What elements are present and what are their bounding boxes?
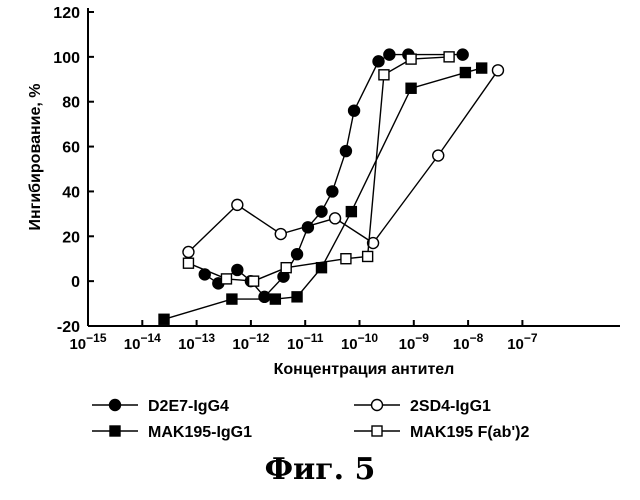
legend-item-d2e7-igg4: D2E7-IgG4: [92, 398, 229, 415]
y-tick-label: -20: [57, 319, 80, 336]
chart: -2002040608010012010−1510−1410−1310−1210…: [0, 0, 640, 500]
data-point-mak195-igg1: [292, 292, 302, 302]
data-point-mak195-f-ab-2: [363, 251, 373, 261]
series-mak195-igg1: [159, 63, 487, 324]
series-line-mak195-igg1: [164, 68, 482, 319]
y-tick-label: 60: [62, 140, 80, 157]
data-point-2sd4-igg1: [492, 65, 503, 76]
data-point-mak195-f-ab-2: [183, 258, 193, 268]
x-tick-label: 10−8: [453, 331, 484, 353]
data-point-d2e7-igg4: [316, 206, 327, 217]
x-tick-label: 10−11: [287, 331, 324, 353]
x-tick-label: 10−13: [178, 331, 215, 353]
legend-item-2sd4-igg1: 2SD4-IgG1: [354, 398, 491, 415]
data-point-mak195-igg1: [406, 83, 416, 93]
data-point-mak195-igg1: [159, 314, 169, 324]
data-point-d2e7-igg4: [340, 146, 351, 157]
x-tick-label: 10−9: [399, 331, 430, 353]
figure-caption: Фиг. 5: [0, 452, 640, 487]
data-point-2sd4-igg1: [275, 229, 286, 240]
x-tick-label: 10−14: [124, 331, 161, 353]
data-point-d2e7-igg4: [373, 56, 384, 67]
x-tick-label: 10−10: [341, 331, 378, 353]
y-tick-label: 100: [53, 50, 80, 67]
legend-item-mak195-f-ab-2: MAK195 F(ab')2: [354, 424, 529, 441]
y-tick-label: 80: [62, 95, 80, 112]
data-point-d2e7-igg4: [384, 49, 395, 60]
data-point-mak195-igg1: [477, 63, 487, 73]
legend-label: MAK195 F(ab')2: [410, 424, 529, 441]
x-tick-label: 10−12: [232, 331, 269, 353]
data-point-d2e7-igg4: [349, 105, 360, 116]
data-point-mak195-f-ab-2: [249, 276, 259, 286]
legend-label: MAK195-IgG1: [148, 424, 252, 441]
x-axis-label: Концентрация антител: [274, 361, 455, 378]
data-point-mak195-f-ab-2: [444, 52, 454, 62]
legend-marker: [372, 400, 383, 411]
data-point-mak195-f-ab-2: [221, 274, 231, 284]
legend-marker: [110, 426, 120, 436]
data-point-d2e7-igg4: [232, 264, 243, 275]
data-point-mak195-igg1: [460, 68, 470, 78]
y-axis-label: Ингибирование, %: [27, 84, 44, 231]
data-point-2sd4-igg1: [232, 199, 243, 210]
legend-label: D2E7-IgG4: [148, 398, 229, 415]
data-point-d2e7-igg4: [457, 49, 468, 60]
data-point-d2e7-igg4: [327, 186, 338, 197]
data-point-mak195-igg1: [227, 294, 237, 304]
y-tick-label: 120: [53, 5, 80, 22]
data-point-mak195-f-ab-2: [341, 254, 351, 264]
series-d2e7-igg4: [199, 49, 468, 302]
legend-label: 2SD4-IgG1: [410, 398, 491, 415]
data-point-d2e7-igg4: [292, 249, 303, 260]
data-point-2sd4-igg1: [433, 150, 444, 161]
data-point-mak195-igg1: [346, 207, 356, 217]
data-point-d2e7-igg4: [259, 291, 270, 302]
y-tick-label: 40: [62, 184, 80, 201]
data-point-mak195-igg1: [316, 263, 326, 273]
data-point-mak195-igg1: [270, 294, 280, 304]
legend-item-mak195-igg1: MAK195-IgG1: [92, 424, 252, 441]
data-point-mak195-f-ab-2: [379, 70, 389, 80]
y-tick-label: 20: [62, 229, 80, 246]
legend-marker: [372, 426, 382, 436]
data-point-mak195-f-ab-2: [281, 263, 291, 273]
x-tick-label: 10−7: [507, 331, 538, 353]
data-point-2sd4-igg1: [183, 246, 194, 257]
data-point-2sd4-igg1: [330, 213, 341, 224]
data-point-mak195-f-ab-2: [406, 54, 416, 64]
legend-marker: [110, 400, 121, 411]
y-tick-label: 0: [71, 274, 80, 291]
